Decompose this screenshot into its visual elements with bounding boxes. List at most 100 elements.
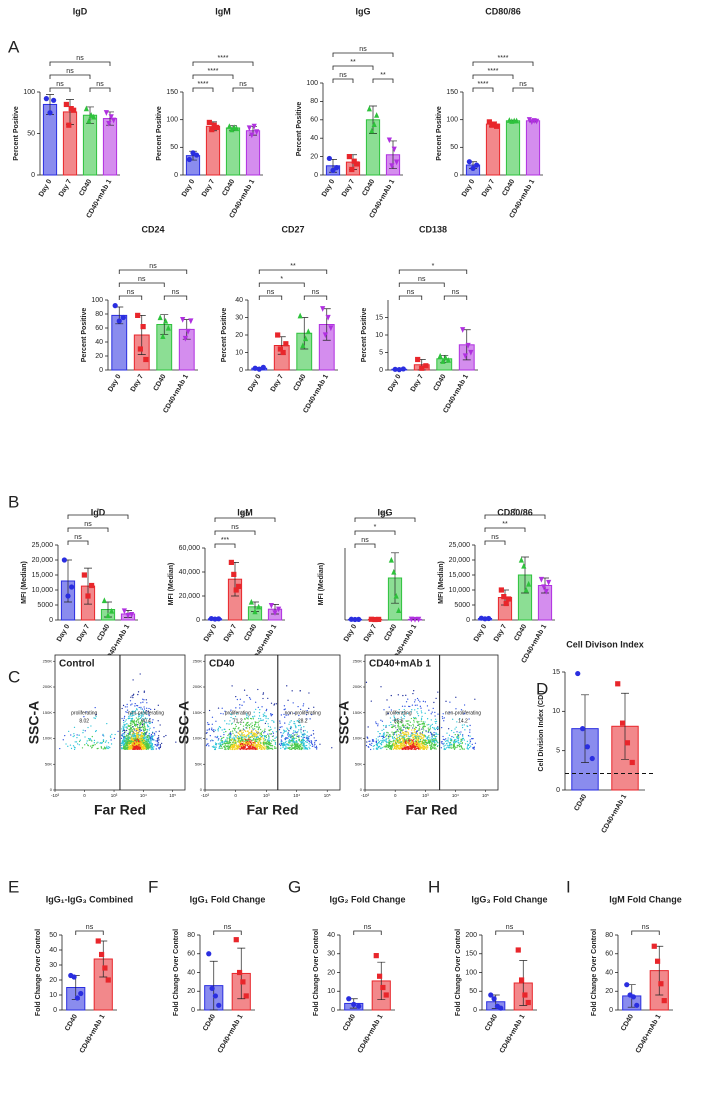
event-dot [120, 742, 123, 745]
event-dot [375, 747, 378, 749]
event-dot [230, 731, 232, 733]
event-dot [409, 748, 411, 750]
data-point [515, 947, 521, 953]
event-dot [274, 743, 277, 745]
event-dot [410, 725, 412, 727]
event-dot [156, 741, 159, 743]
event-dot [137, 720, 140, 722]
event-dot [140, 706, 142, 709]
event-dot [421, 722, 424, 725]
event-dot [267, 746, 270, 748]
event-dot [467, 735, 470, 737]
x-tick-label: CD40 [342, 1013, 357, 1032]
event-dot [466, 747, 468, 749]
event-dot [309, 748, 311, 750]
event-dot [298, 735, 300, 737]
event-dot [402, 739, 405, 742]
event-dot [287, 737, 289, 739]
event-dot [223, 733, 225, 736]
event-dot [249, 735, 251, 738]
event-dot [421, 731, 424, 733]
event-dot [279, 720, 281, 722]
event-dot [424, 741, 426, 743]
event-dot [464, 712, 466, 714]
event-dot [409, 740, 412, 742]
event-dot [234, 744, 236, 747]
significance-bracket [49, 87, 71, 92]
event-dot [383, 709, 385, 711]
y-tick-label: 20 [235, 332, 243, 339]
event-dot [146, 702, 148, 704]
event-dot [153, 727, 155, 729]
y-tick-label: 10 [375, 332, 383, 339]
event-dot [290, 736, 292, 738]
event-dot [410, 717, 413, 720]
event-dot [243, 701, 245, 703]
event-dot [442, 743, 444, 745]
event-dot [307, 736, 309, 739]
event-dot [255, 736, 258, 739]
event-dot [128, 717, 131, 719]
significance-bracket [75, 930, 104, 935]
event-dot [460, 744, 462, 747]
data-point [460, 327, 466, 333]
event-dot [147, 740, 149, 742]
event-dot [125, 737, 127, 740]
event-dot [218, 738, 220, 740]
event-dot [408, 724, 411, 726]
event-dot [214, 748, 217, 750]
event-dot [265, 720, 268, 722]
event-dot [421, 747, 424, 749]
event-dot [254, 743, 256, 745]
event-dot [427, 727, 429, 729]
event-dot [142, 740, 145, 743]
event-dot [303, 732, 305, 735]
event-dot [460, 731, 462, 733]
event-dot [394, 747, 396, 750]
data-point [465, 342, 471, 349]
event-dot [400, 716, 402, 718]
event-dot [137, 721, 139, 724]
event-dot [255, 746, 257, 748]
significance-label: ns [359, 46, 367, 53]
event-dot [302, 730, 305, 732]
event-dot [143, 691, 145, 693]
event-dot [266, 742, 268, 744]
data-point [112, 303, 118, 309]
event-dot [265, 734, 267, 737]
event-dot [316, 747, 318, 749]
event-dot [144, 728, 147, 730]
event-dot [128, 736, 130, 738]
event-dot [137, 729, 139, 732]
event-dot [134, 710, 137, 712]
y-tick-label: 10,000 [449, 587, 471, 594]
y-tick-label: 100 [91, 297, 103, 304]
data-point [143, 356, 149, 363]
event-dot [406, 727, 409, 729]
event-dot [427, 736, 429, 738]
event-dot [248, 697, 251, 699]
event-dot [239, 740, 241, 742]
event-dot [418, 726, 421, 728]
event-dot [406, 738, 408, 740]
event-dot [123, 717, 125, 719]
event-dot [234, 740, 236, 742]
data-point [501, 594, 507, 600]
data-point [326, 155, 332, 162]
plot-title: CD40 [209, 659, 235, 670]
event-dot [260, 733, 263, 736]
event-dot [410, 739, 413, 741]
event-dot [366, 736, 368, 738]
event-dot [268, 744, 270, 746]
event-dot [281, 726, 283, 728]
event-dot [124, 748, 127, 750]
event-dot [381, 741, 383, 743]
event-dot [247, 716, 250, 718]
event-dot [155, 748, 157, 750]
event-dot [241, 736, 244, 738]
event-dot [206, 729, 208, 731]
event-dot [238, 733, 241, 736]
